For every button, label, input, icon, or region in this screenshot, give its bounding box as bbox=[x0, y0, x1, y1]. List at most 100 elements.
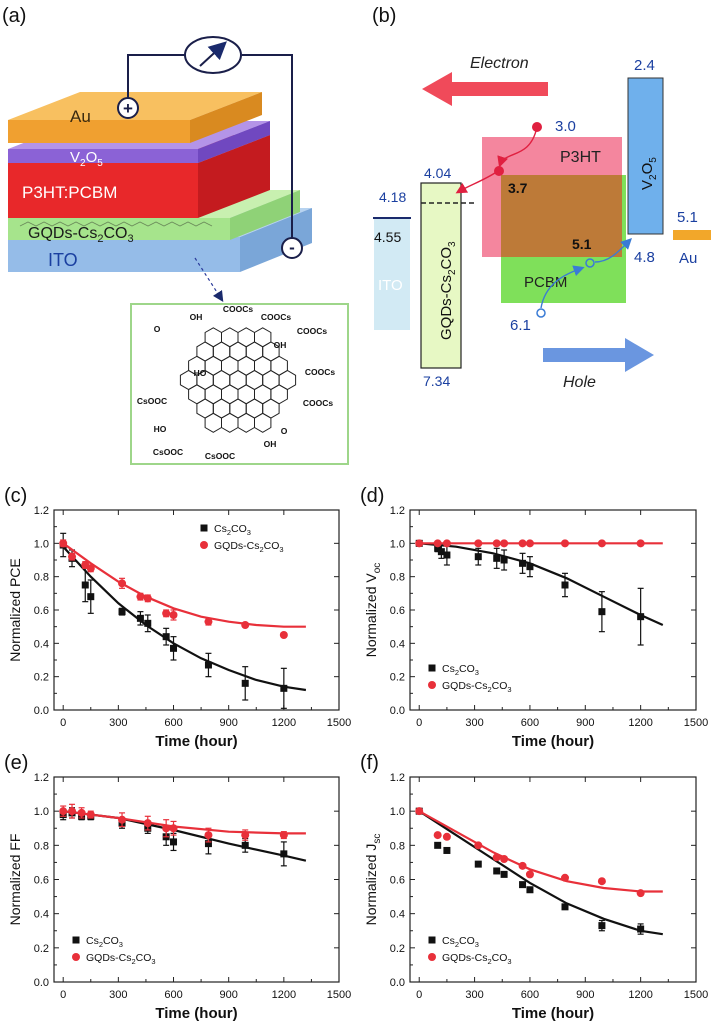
y-tick-label: 1.2 bbox=[390, 772, 405, 784]
gqd-ito-level: 4.18 bbox=[379, 189, 406, 205]
molecule-label: CsOOC bbox=[205, 451, 235, 461]
molecule-label: CsOOC bbox=[137, 396, 167, 406]
y-tick-label: 0.2 bbox=[390, 672, 405, 684]
overlap-band bbox=[501, 175, 622, 257]
data-point bbox=[415, 539, 424, 548]
legend-marker bbox=[428, 936, 436, 944]
y-tick-label: 0.0 bbox=[390, 705, 405, 717]
molecule-label: COOCs bbox=[305, 367, 336, 377]
series-0 bbox=[415, 539, 664, 646]
x-tick-label: 900 bbox=[219, 989, 237, 1001]
v2o5-top-level: 2.4 bbox=[634, 57, 655, 74]
y-tick-label: 0.2 bbox=[34, 943, 49, 955]
molecule-box bbox=[130, 303, 349, 465]
p3ht-top-level: 3.0 bbox=[555, 118, 576, 135]
y-axis-label: Normalized Jsc bbox=[363, 834, 383, 926]
ito-level: 4.55 bbox=[374, 229, 401, 245]
series-1 bbox=[59, 803, 306, 843]
x-tick-label: 300 bbox=[109, 989, 127, 1001]
ring bbox=[254, 412, 272, 433]
data-point bbox=[560, 539, 569, 548]
data-point bbox=[500, 855, 509, 863]
panel-a: (a) ITO GQDs-Cs2CO3 P3HT:PCBM bbox=[2, 5, 349, 465]
y-tick-label: 0.8 bbox=[34, 840, 49, 852]
data-point bbox=[87, 593, 95, 601]
v2o5-band bbox=[627, 77, 664, 235]
legend-label: Cs2CO3 bbox=[442, 935, 479, 949]
series-0 bbox=[59, 807, 307, 867]
chart-c: (c) 0 300 600 900 1200 1500 0.0 0.2 0.4 0.6 0.8 1.0 1… bbox=[4, 485, 351, 750]
x-tick-label: 900 bbox=[219, 717, 237, 729]
data-point bbox=[280, 850, 288, 858]
gqd-band-label: GQDs-Cs2CO3 bbox=[438, 241, 458, 340]
data-point bbox=[204, 661, 212, 669]
y-tick-label: 0.0 bbox=[390, 977, 405, 989]
data-point bbox=[204, 617, 213, 626]
data-point bbox=[279, 831, 288, 840]
fit-line bbox=[62, 542, 306, 628]
x-axis-label: Time (hour) bbox=[155, 733, 237, 750]
data-point bbox=[437, 548, 445, 556]
molecule-label: COOCs bbox=[297, 326, 328, 336]
data-point bbox=[433, 539, 442, 548]
data-point bbox=[474, 841, 483, 850]
y-tick-label: 0.4 bbox=[390, 638, 405, 650]
x-tick-label: 300 bbox=[465, 717, 483, 729]
data-point bbox=[598, 922, 606, 930]
data-point bbox=[143, 594, 152, 603]
data-point bbox=[86, 810, 95, 819]
au-band-label: Au bbox=[679, 250, 697, 267]
data-point bbox=[68, 552, 77, 561]
molecule-label: COOCs bbox=[303, 398, 334, 408]
data-point bbox=[434, 544, 442, 552]
data-point bbox=[636, 539, 645, 548]
data-point bbox=[81, 581, 89, 589]
data-point bbox=[169, 824, 178, 833]
ito-band bbox=[374, 218, 410, 330]
legend-marker bbox=[428, 953, 436, 961]
legend-marker bbox=[428, 681, 436, 689]
data-point bbox=[474, 860, 482, 868]
x-tick-label: 1200 bbox=[628, 717, 652, 729]
y-tick-label: 1.0 bbox=[390, 806, 405, 818]
data-point bbox=[518, 861, 527, 870]
data-point bbox=[474, 539, 483, 548]
y-tick-label: 0.4 bbox=[34, 638, 49, 650]
data-point bbox=[519, 881, 527, 889]
fit-line bbox=[418, 810, 663, 893]
hole-label: Hole bbox=[563, 374, 596, 391]
x-tick-label: 0 bbox=[416, 717, 422, 729]
data-point bbox=[170, 644, 178, 652]
chart-d: (d) 0 300 600 900 1200 1500 0.0 0.2 0.4 0.6 0.8 1.0 1… bbox=[360, 485, 708, 750]
x-tick-label: 300 bbox=[109, 717, 127, 729]
data-point bbox=[59, 539, 68, 548]
data-point bbox=[280, 684, 288, 692]
x-tick-label: 1500 bbox=[327, 717, 351, 729]
v2o5-band-label: V2O5 bbox=[639, 157, 659, 190]
chart-f: (f) 0 300 600 900 1200 1500 0.0 0.2 0.4 0.6 0.8 1.0 1… bbox=[360, 752, 708, 1022]
y-axis-label: Normalized PCE bbox=[7, 558, 23, 661]
data-point bbox=[492, 539, 501, 548]
y-tick-label: 0.4 bbox=[34, 909, 49, 921]
data-point bbox=[443, 551, 451, 559]
x-tick-label: 0 bbox=[60, 989, 66, 1001]
y-tick-label: 1.2 bbox=[390, 505, 405, 517]
data-point bbox=[636, 889, 645, 898]
x-tick-label: 0 bbox=[416, 989, 422, 1001]
legend-marker bbox=[72, 936, 80, 944]
data-point bbox=[519, 559, 527, 567]
minus-terminal bbox=[281, 237, 303, 259]
y-tick-label: 1.0 bbox=[390, 538, 405, 550]
molecule-label: OH bbox=[264, 439, 277, 449]
gqd-bottom-level: 7.34 bbox=[423, 373, 450, 389]
chart-e: (e) 0 300 600 900 1200 1500 0.0 0.2 0.4 0.6 0.8 1.0 1… bbox=[4, 752, 351, 1022]
pcbm-top-level: 3.7 bbox=[508, 180, 528, 196]
data-point bbox=[525, 539, 534, 548]
au-band bbox=[673, 230, 711, 240]
legend-marker bbox=[72, 953, 80, 961]
data-point bbox=[561, 581, 569, 589]
fit-line bbox=[63, 810, 306, 835]
x-axis-label: Time (hour) bbox=[512, 733, 594, 750]
